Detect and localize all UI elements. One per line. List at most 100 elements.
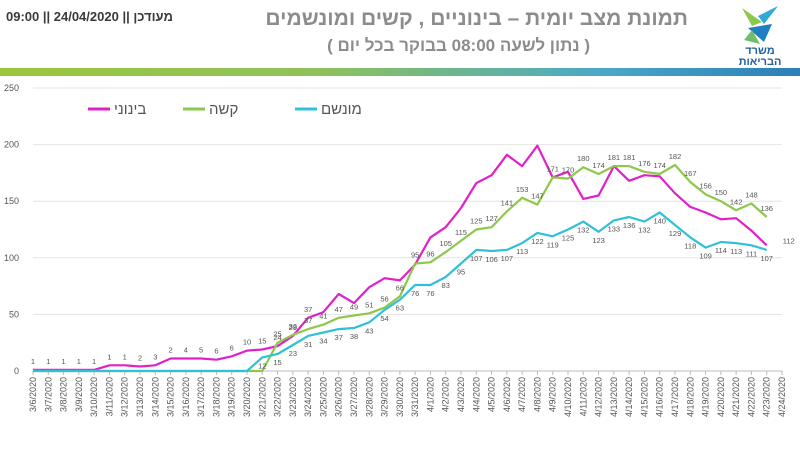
updated-timestamp: מעודכן || 24/04/2020 || 09:00 (6, 9, 173, 24)
data-label-severe: 25 (273, 330, 281, 339)
data-label-moderate: 1 (92, 357, 96, 366)
data-label-severe: 41 (319, 312, 327, 321)
data-label-ventilated: 136 (623, 221, 636, 230)
data-label-severe: 95 (411, 250, 419, 259)
data-label-severe: 115 (455, 228, 467, 237)
data-label-severe: 167 (684, 169, 697, 178)
x-tick-label: 3/28/2020 (364, 377, 374, 417)
data-label-ventilated: 43 (365, 326, 373, 335)
data-label-ventilated: 106 (485, 255, 498, 264)
data-label-severe: 148 (745, 190, 758, 199)
y-tick-label: 0 (14, 366, 19, 376)
data-label-moderate: 3 (153, 352, 157, 361)
data-label-moderate: 6 (230, 343, 234, 352)
logo-text: משרד הבריאות (728, 46, 792, 68)
logo-text-line2: הבריאות (738, 56, 782, 68)
data-label-moderate: 29 (289, 323, 297, 332)
legend-label-severe: קשה (209, 101, 238, 118)
x-tick-label: 3/18/2020 (211, 377, 221, 417)
x-tick-label: 4/18/2020 (685, 377, 695, 417)
x-tick-label: 3/30/2020 (395, 377, 405, 417)
data-label-ventilated: 118 (684, 241, 696, 250)
x-tick-label: 3/19/2020 (227, 377, 237, 417)
data-label-severe: 96 (426, 249, 434, 258)
data-label-severe: 150 (715, 188, 728, 197)
data-label-severe: 49 (350, 303, 358, 312)
data-label-ventilated: 113 (516, 247, 528, 256)
data-label-severe: 56 (380, 295, 388, 304)
data-label-ventilated: 123 (592, 236, 605, 245)
data-label-severe: 125 (470, 217, 483, 226)
x-tick-label: 3/15/2020 (166, 377, 176, 417)
data-label-ventilated: 122 (531, 237, 544, 246)
x-tick-label: 4/4/2020 (471, 377, 481, 412)
data-label-severe: 105 (439, 239, 452, 248)
data-label-severe: 170 (562, 166, 575, 175)
data-label-ventilated: 111 (746, 249, 757, 258)
x-tick-label: 4/12/2020 (594, 377, 604, 417)
data-label-severe: 181 (623, 153, 636, 162)
x-tick-label: 4/6/2020 (502, 377, 512, 412)
data-label-ventilated: 95 (457, 267, 465, 276)
data-label-ventilated: 54 (380, 314, 388, 323)
series-line-severe (33, 163, 768, 373)
logo-text-line1: משרד (745, 45, 775, 57)
data-label-moderate: 1 (77, 357, 81, 366)
data-label-ventilated: 63 (396, 304, 404, 313)
x-tick-label: 4/19/2020 (701, 377, 711, 417)
x-tick-label: 4/15/2020 (639, 377, 649, 417)
data-label-severe: 47 (335, 305, 343, 314)
data-label-moderate: 1 (107, 352, 111, 361)
data-label-severe: 182 (669, 152, 682, 161)
x-tick-label: 3/31/2020 (410, 377, 420, 417)
data-label-moderate: 5 (199, 346, 203, 355)
x-tick-label: 3/29/2020 (380, 377, 390, 417)
x-tick-label: 3/9/2020 (74, 377, 84, 412)
x-tick-label: 4/13/2020 (609, 377, 619, 417)
x-tick-label: 3/20/2020 (242, 377, 252, 417)
data-label-severe: 153 (516, 185, 529, 194)
x-tick-label: 4/22/2020 (746, 377, 756, 417)
data-label-severe: 147 (531, 192, 544, 201)
data-label-moderate: 1 (61, 357, 65, 366)
legend-label-ventilated: מונשם (321, 101, 362, 118)
x-tick-label: 3/8/2020 (59, 377, 69, 412)
x-tick-label: 3/25/2020 (318, 377, 328, 417)
data-label-ventilated: 132 (638, 226, 651, 235)
data-label-moderate: 15 (258, 336, 266, 345)
x-tick-label: 4/8/2020 (532, 377, 542, 412)
data-label-moderate: 1 (31, 357, 35, 366)
x-tick-label: 3/24/2020 (303, 377, 313, 417)
y-tick-label: 200 (4, 140, 19, 150)
x-tick-label: 4/10/2020 (563, 377, 573, 417)
data-label-ventilated: 132 (577, 226, 590, 235)
data-label-severe: 136 (760, 204, 773, 213)
data-label-ventilated: 109 (699, 252, 712, 261)
data-label-severe: 51 (365, 300, 373, 309)
x-tick-label: 3/6/2020 (28, 377, 38, 412)
data-label-moderate: 10 (243, 338, 251, 347)
data-label-severe: 174 (653, 161, 666, 170)
x-tick-label: 4/5/2020 (487, 377, 497, 412)
y-tick-label: 100 (4, 253, 19, 263)
data-label-severe: 171 (546, 164, 559, 173)
data-label-ventilated: 23 (289, 349, 297, 358)
data-label-ventilated: 38 (350, 332, 358, 341)
header-gradient-bar (0, 68, 800, 76)
data-label-moderate: 4 (184, 346, 188, 355)
x-tick-label: 3/12/2020 (120, 377, 130, 417)
legend-label-moderate: בינוני (114, 101, 146, 118)
data-label-severe: 181 (608, 153, 621, 162)
data-label-moderate: 6 (214, 347, 218, 356)
data-label-severe: 176 (638, 159, 651, 168)
data-label-ventilated: 37 (335, 333, 343, 342)
data-label-ventilated: 129 (669, 229, 682, 238)
x-tick-label: 3/26/2020 (334, 377, 344, 417)
data-label-moderate: 2 (138, 353, 142, 362)
x-tick-label: 3/13/2020 (135, 377, 145, 417)
data-label-ventilated: 34 (319, 337, 327, 346)
data-label-ventilated: 107 (501, 254, 514, 263)
series-line-ventilated (33, 211, 768, 373)
data-label-ventilated: 83 (442, 281, 450, 290)
data-label-severe: 32 (289, 322, 297, 331)
